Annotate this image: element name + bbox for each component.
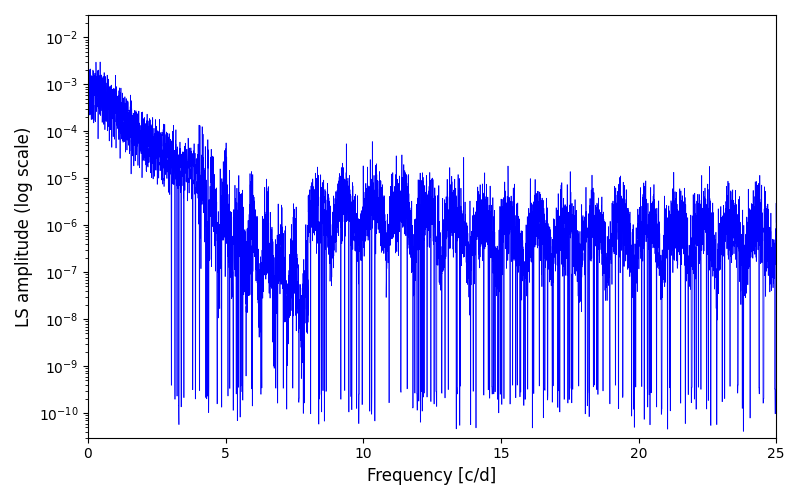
Y-axis label: LS amplitude (log scale): LS amplitude (log scale) <box>15 126 33 326</box>
X-axis label: Frequency [c/d]: Frequency [c/d] <box>367 467 497 485</box>
